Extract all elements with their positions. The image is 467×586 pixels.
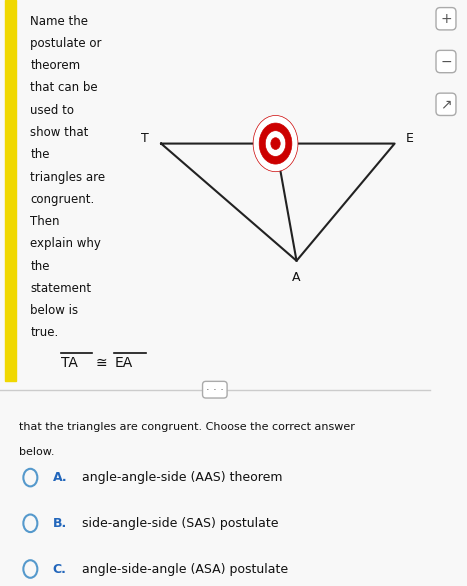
Text: congruent.: congruent. bbox=[30, 193, 95, 206]
Text: +: + bbox=[440, 12, 452, 26]
Text: ≅: ≅ bbox=[96, 356, 107, 370]
Text: true.: true. bbox=[30, 326, 58, 339]
Text: A.: A. bbox=[53, 471, 67, 484]
Text: that can be: that can be bbox=[30, 81, 98, 94]
Text: M: M bbox=[268, 121, 279, 134]
Text: the: the bbox=[30, 260, 50, 272]
Text: EA: EA bbox=[114, 356, 133, 370]
Text: triangles are: triangles are bbox=[30, 171, 106, 183]
Text: explain why: explain why bbox=[30, 237, 101, 250]
Text: below is: below is bbox=[30, 304, 78, 317]
Text: that the triangles are congruent. Choose the correct answer: that the triangles are congruent. Choose… bbox=[19, 422, 354, 432]
Text: A: A bbox=[292, 271, 301, 284]
Bar bbox=[5, 0, 16, 381]
Circle shape bbox=[265, 131, 286, 156]
Text: angle-side-angle (ASA) postulate: angle-side-angle (ASA) postulate bbox=[82, 563, 288, 575]
Text: · · ·: · · · bbox=[206, 384, 224, 395]
Text: postulate or: postulate or bbox=[30, 37, 102, 50]
Text: used to: used to bbox=[30, 104, 74, 117]
Text: ↗: ↗ bbox=[440, 97, 452, 111]
Text: C.: C. bbox=[53, 563, 67, 575]
Text: side-angle-side (SAS) postulate: side-angle-side (SAS) postulate bbox=[82, 517, 278, 530]
Circle shape bbox=[271, 138, 280, 149]
Text: angle-angle-side (AAS) theorem: angle-angle-side (AAS) theorem bbox=[82, 471, 282, 484]
Text: TA: TA bbox=[61, 356, 78, 370]
Text: the: the bbox=[30, 148, 50, 161]
Text: show that: show that bbox=[30, 126, 89, 139]
Circle shape bbox=[253, 115, 298, 172]
Circle shape bbox=[259, 123, 292, 164]
Text: theorem: theorem bbox=[30, 59, 80, 72]
Text: −: − bbox=[440, 54, 452, 69]
Text: E: E bbox=[406, 132, 413, 145]
Text: Name the: Name the bbox=[30, 15, 88, 28]
Text: statement: statement bbox=[30, 282, 92, 295]
Text: T: T bbox=[141, 132, 149, 145]
Text: B.: B. bbox=[53, 517, 67, 530]
Text: below.: below. bbox=[19, 447, 54, 456]
Text: Then: Then bbox=[30, 215, 60, 228]
